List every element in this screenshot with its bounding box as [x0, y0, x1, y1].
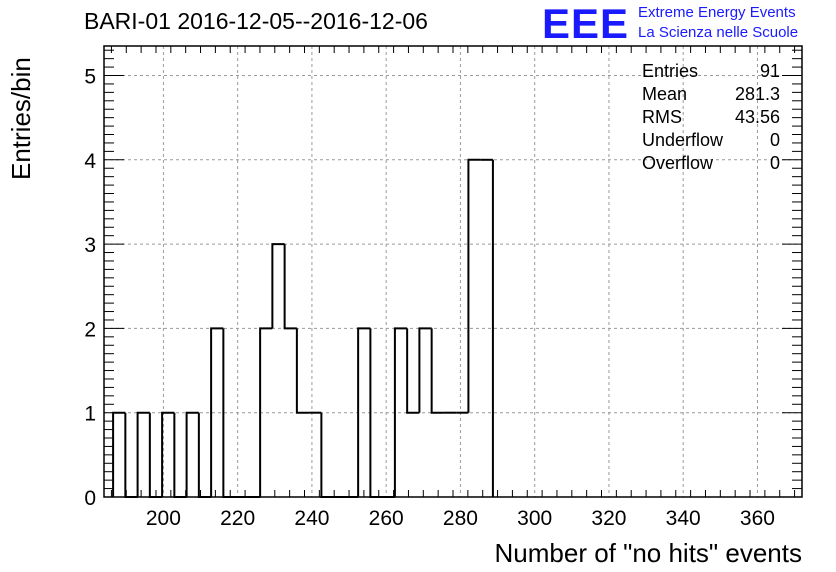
- stats-box: Entries 91 Mean 281.3 RMS 43.56 Underflo…: [642, 60, 780, 175]
- stats-value: 0: [769, 153, 780, 173]
- histogram-bin: [161, 411, 175, 497]
- y-tick-label: 0: [84, 487, 96, 510]
- stats-label: Underflow: [642, 130, 724, 150]
- logo-line-1: Extreme Energy Events: [638, 4, 796, 21]
- histogram-bin: [124, 412, 138, 498]
- histogram-bin: [320, 412, 334, 498]
- x-tick-label: 280: [443, 507, 478, 530]
- histogram-bin: [406, 328, 420, 414]
- y-tick-label: 3: [84, 234, 96, 257]
- x-tick-label: 260: [369, 507, 404, 530]
- stats-row-overflow: Overflow 0: [642, 152, 780, 175]
- x-axis-label: Number of "no hits" events: [494, 538, 803, 568]
- y-tick-label: 4: [84, 150, 96, 173]
- stats-label: Overflow: [642, 153, 714, 173]
- histogram-bin: [357, 327, 371, 497]
- x-tick-label: 240: [294, 507, 329, 530]
- histogram-bin: [283, 244, 297, 330]
- stats-row-mean: Mean 281.3: [642, 83, 780, 106]
- stats-value: 281.3: [734, 84, 780, 104]
- x-tick-label: 360: [740, 507, 775, 530]
- axes: [103, 45, 803, 498]
- eee-logo: EEE Extreme Energy Events La Scienza nel…: [542, 0, 832, 47]
- y-tick-label: 1: [84, 403, 96, 426]
- stats-value: 91: [759, 61, 780, 81]
- x-tick-label: 320: [591, 507, 626, 530]
- stats-row-underflow: Underflow 0: [642, 129, 780, 152]
- stats-label: Entries: [642, 61, 699, 81]
- histogram-bin: [197, 412, 212, 498]
- x-tick-label: 200: [146, 507, 181, 530]
- histogram-bin: [112, 411, 126, 497]
- y-tick-label: 2: [84, 318, 96, 341]
- histogram-bin: [222, 328, 236, 498]
- x-tick-label: 300: [517, 507, 552, 530]
- histogram-bin: [259, 327, 273, 497]
- chart-title: BARI-01 2016-12-05--2016-12-06: [84, 8, 428, 34]
- histogram-bin: [271, 243, 285, 329]
- histogram-bin: [173, 412, 187, 498]
- histogram-bin: [136, 411, 150, 497]
- histogram-bin: [393, 327, 408, 497]
- stats-label: RMS: [642, 107, 682, 127]
- histogram-bin: [467, 158, 481, 413]
- eee-logo-mark: EEE: [542, 0, 630, 47]
- histogram-series: [112, 158, 494, 498]
- histogram-bin: [369, 328, 383, 498]
- logo-line-2: La Scienza nelle Scuole: [638, 24, 799, 41]
- histogram-bin: [295, 328, 310, 414]
- histogram-bin: [185, 411, 199, 497]
- x-tick-label: 340: [666, 507, 701, 530]
- histogram-bin: [430, 328, 444, 414]
- x-tick-label: 220: [220, 507, 255, 530]
- histogram-bin: [418, 327, 432, 413]
- stats-label: Mean: [642, 84, 688, 104]
- y-tick-label: 5: [84, 66, 96, 89]
- tick-labels: 200 220 240 260 280 300 320 340 360 0 1 2 3 4 5: [84, 66, 775, 530]
- histogram-bin: [210, 327, 224, 497]
- stats-value: 0: [769, 130, 780, 150]
- histogram-bin: [148, 412, 163, 498]
- stats-value: 43.56: [734, 107, 780, 127]
- stats-row-rms: RMS 43.56: [642, 106, 780, 129]
- stats-row-entries: Entries 91: [642, 60, 780, 83]
